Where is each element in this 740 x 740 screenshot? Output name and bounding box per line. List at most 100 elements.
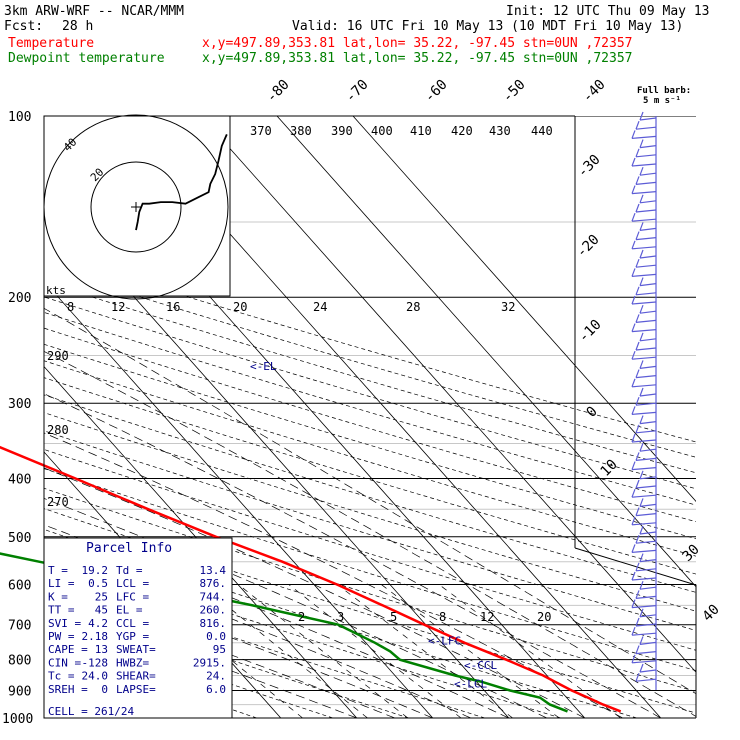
- wind-barb-flag: [631, 350, 636, 360]
- wind-barb-flag: [631, 378, 636, 388]
- wind-barb-flag: [635, 424, 640, 434]
- parcel-info-title: Parcel Info: [86, 541, 172, 556]
- wind-barb-flag: [639, 663, 644, 673]
- dry-adiabat: [44, 572, 485, 718]
- moist-adiabat: [44, 498, 547, 718]
- mixing-ratio-line: [138, 584, 303, 718]
- parcel-info-key: LI =: [48, 577, 75, 590]
- wind-barb-flag: [639, 636, 644, 645]
- wind-barb-flag: [639, 525, 644, 535]
- wind-barb-flag: [635, 452, 640, 461]
- mixing-ratio-label: 20: [537, 610, 551, 624]
- wind-barb: [639, 145, 657, 149]
- wind-barb: [639, 641, 657, 645]
- wind-barb: [631, 660, 657, 664]
- pressure-label: 500: [8, 531, 31, 546]
- parcel-info-key: LFC =: [116, 590, 149, 603]
- parcel-info-key: CIN =: [48, 656, 81, 669]
- pressure-label: 400: [8, 472, 31, 487]
- parcel-info-value: 45: [95, 604, 108, 617]
- model-title: 3km ARW-WRF -- NCAR/MMM: [4, 4, 184, 19]
- parcel-info-value: 24.0: [82, 670, 109, 683]
- wind-barb: [639, 669, 657, 673]
- wind-barb-flag: [631, 185, 636, 194]
- theta-label: 430: [489, 124, 511, 138]
- wind-barb-flag: [635, 562, 640, 572]
- isotherm-label: -50: [500, 77, 529, 106]
- wind-barb: [639, 172, 657, 176]
- parcel-info-key: Td =: [116, 564, 143, 577]
- wind-barb-flag: [639, 470, 644, 480]
- theta-e-label: 16: [166, 300, 180, 314]
- isotherm-label: -80: [264, 77, 293, 106]
- wind-barb: [635, 595, 657, 599]
- wind-barb-flag: [631, 571, 636, 581]
- theta-e-label: 24: [313, 300, 327, 314]
- wind-barb-flag: [631, 544, 636, 553]
- wind-barb: [635, 430, 657, 434]
- temperature-curve: [0, 445, 622, 713]
- pressure-label: 100: [8, 110, 31, 125]
- wind-barb: [639, 365, 657, 369]
- mixing-ratio-label: 8: [439, 610, 446, 624]
- wind-barb: [639, 586, 657, 590]
- isotherm-label: -60: [422, 77, 451, 106]
- theta-left-label: 290: [47, 349, 69, 363]
- theta-left-label: 280: [47, 423, 69, 437]
- level-annotation: <-LFC: [428, 635, 461, 648]
- wind-barb-flag: [635, 590, 640, 599]
- wind-barb-flag: [635, 479, 640, 489]
- theta-label: 420: [451, 124, 473, 138]
- wind-barb: [639, 255, 657, 259]
- theta-e-label: 12: [111, 300, 125, 314]
- hodograph-ring-20: [90, 161, 182, 253]
- wind-barb-flag: [631, 488, 636, 498]
- sounding-curves: [0, 445, 622, 713]
- level-annotation: <-CCL: [464, 659, 497, 672]
- wind-barb-flag: [631, 461, 636, 470]
- mixing-ratio-label: 12: [480, 610, 494, 624]
- mixing-ratio-line: [380, 584, 560, 718]
- parcel-info-key: SWEAT=: [116, 643, 156, 656]
- wind-barb-flag: [635, 314, 640, 323]
- dry-adiabat: [44, 468, 696, 671]
- wind-barb: [639, 310, 657, 314]
- parcel-info-frame: [43, 537, 233, 719]
- wind-barb-flag: [635, 203, 640, 213]
- mixing-ratio-line: [200, 584, 368, 718]
- theta-left-label: 270: [47, 495, 69, 509]
- parcel-info-value: 95: [213, 643, 226, 656]
- legend-temperature: Temperature: [8, 36, 94, 51]
- parcel-info-value: 0.0: [206, 630, 226, 643]
- wind-barb-flag: [639, 332, 644, 342]
- parcel-info-key: K =: [48, 590, 68, 603]
- forecast-hours: 28 h: [62, 19, 93, 34]
- wind-barb: [635, 375, 657, 379]
- wind-barb: [635, 540, 657, 544]
- wind-barb: [635, 623, 657, 627]
- theta-e-label: 20: [233, 300, 247, 314]
- wind-barb: [635, 457, 657, 461]
- mixing-ratio-label: 5: [390, 610, 397, 624]
- wind-key-label: Full barb:: [637, 86, 691, 96]
- wind-barb: [639, 227, 657, 231]
- wind-barb: [635, 154, 657, 158]
- parcel-info-key: SREH =: [48, 683, 88, 696]
- wind-barb: [635, 181, 657, 185]
- wind-barb-flag: [635, 286, 640, 296]
- isotherm: [200, 116, 696, 673]
- wind-barb: [631, 218, 657, 222]
- moist-adiabat: [44, 432, 623, 718]
- valid-time: Valid: 16 UTC Fri 10 May 13 (10 MDT Fri …: [292, 19, 683, 34]
- theta-label: 410: [410, 124, 432, 138]
- parcel-info-key: EL =: [116, 604, 143, 617]
- wind-barb: [631, 191, 657, 195]
- wind-barb-flag: [635, 148, 640, 158]
- isotherm-label: -30: [575, 152, 604, 181]
- wind-barb-flag: [631, 268, 636, 277]
- parcel-info-key: T =: [48, 564, 68, 577]
- wind-barb: [631, 356, 657, 360]
- theta-label: 380: [290, 124, 312, 138]
